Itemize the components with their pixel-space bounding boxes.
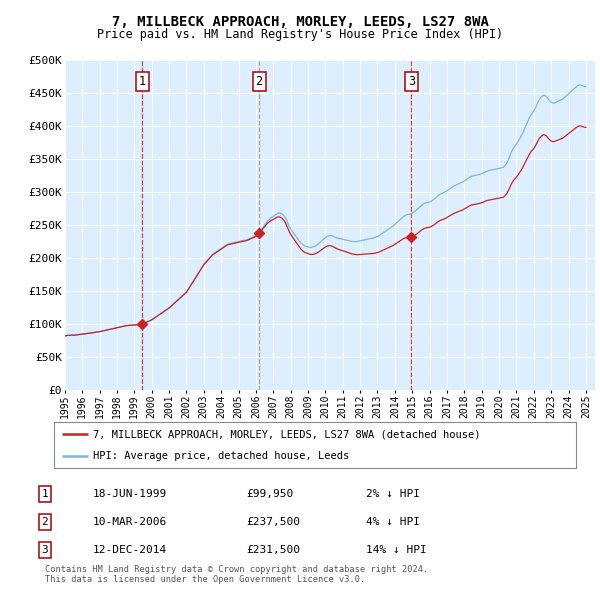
- Text: £231,500: £231,500: [246, 545, 300, 555]
- Text: 3: 3: [408, 75, 415, 88]
- Text: 2% ↓ HPI: 2% ↓ HPI: [366, 489, 420, 499]
- Text: 2: 2: [41, 517, 49, 527]
- Text: 3: 3: [41, 545, 49, 555]
- Text: 7, MILLBECK APPROACH, MORLEY, LEEDS, LS27 8WA: 7, MILLBECK APPROACH, MORLEY, LEEDS, LS2…: [112, 15, 488, 30]
- Text: 1: 1: [139, 75, 146, 88]
- Text: 14% ↓ HPI: 14% ↓ HPI: [366, 545, 427, 555]
- Text: Price paid vs. HM Land Registry's House Price Index (HPI): Price paid vs. HM Land Registry's House …: [97, 28, 503, 41]
- Text: £237,500: £237,500: [246, 517, 300, 527]
- Text: 10-MAR-2006: 10-MAR-2006: [93, 517, 167, 527]
- Text: 7, MILLBECK APPROACH, MORLEY, LEEDS, LS27 8WA (detached house): 7, MILLBECK APPROACH, MORLEY, LEEDS, LS2…: [93, 430, 481, 440]
- Text: 12-DEC-2014: 12-DEC-2014: [93, 545, 167, 555]
- Text: 1: 1: [41, 489, 49, 499]
- Text: £99,950: £99,950: [246, 489, 293, 499]
- Text: HPI: Average price, detached house, Leeds: HPI: Average price, detached house, Leed…: [93, 451, 349, 461]
- Text: Contains HM Land Registry data © Crown copyright and database right 2024.
This d: Contains HM Land Registry data © Crown c…: [45, 565, 428, 584]
- Text: 2: 2: [256, 75, 263, 88]
- Text: 18-JUN-1999: 18-JUN-1999: [93, 489, 167, 499]
- Text: 4% ↓ HPI: 4% ↓ HPI: [366, 517, 420, 527]
